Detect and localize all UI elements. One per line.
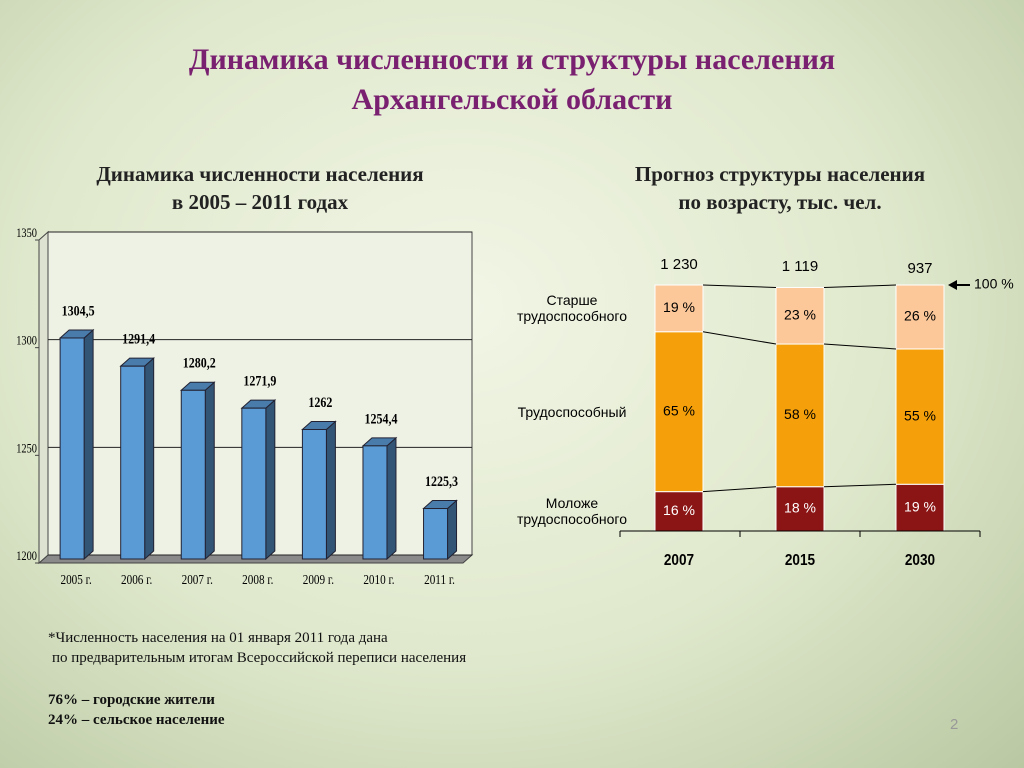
total-label: 1 119 xyxy=(782,258,818,275)
bar-side xyxy=(144,357,155,561)
connector xyxy=(702,486,777,493)
bar xyxy=(120,365,146,560)
value-label: 1304,5 xyxy=(62,302,95,319)
x-tick-label: 2006 г. xyxy=(121,572,152,587)
connector xyxy=(702,331,777,345)
slide-title: Динамика численности и структуры населен… xyxy=(0,40,1024,120)
value-label: 55 % xyxy=(904,407,936,423)
chart-title: Динамика численности населения в 2005 – … xyxy=(40,160,480,216)
note: 24% – сельское население xyxy=(48,712,225,728)
annotation: 100 % xyxy=(974,276,1014,292)
series-label: Старше трудоспособного xyxy=(517,292,627,325)
title-line: Динамика численности и структуры населен… xyxy=(188,43,836,76)
bar xyxy=(423,508,449,560)
x-tick-label: 2011 г. xyxy=(424,572,455,587)
value-label: 26 % xyxy=(904,308,936,324)
connector xyxy=(823,343,897,350)
bar-side xyxy=(447,499,458,561)
bar-side xyxy=(325,420,336,561)
y-tick-label: 1200 xyxy=(16,549,37,563)
value-label: 19 % xyxy=(904,498,936,514)
title-line: Архангельской области xyxy=(351,83,673,116)
value-label: 1291,4 xyxy=(122,330,155,347)
bar-segment xyxy=(654,331,704,493)
bar xyxy=(180,389,206,560)
arrow-head xyxy=(948,280,957,290)
value-label: 1262 xyxy=(308,394,332,411)
value-label: 16 % xyxy=(663,502,695,518)
title-line: Прогноз структуры населения xyxy=(634,162,926,186)
x-tick-label: 2030 xyxy=(905,552,935,569)
value-label: 1271,9 xyxy=(243,372,276,389)
x-tick-label: 2015 xyxy=(785,552,815,569)
title-line: в 2005 – 2011 годах xyxy=(171,190,349,214)
y-tick-label: 1250 xyxy=(16,441,37,455)
chart-title: Прогноз структуры населения по возрасту,… xyxy=(560,160,1000,216)
footnote: *Численность населения на 01 января 2011… xyxy=(48,628,466,668)
total-label: 1 230 xyxy=(660,256,698,273)
side-wall xyxy=(38,230,49,565)
connector xyxy=(823,284,897,288)
x-tick-label: 2009 г. xyxy=(303,572,334,587)
value-label: 58 % xyxy=(784,406,816,422)
value-label: 19 % xyxy=(663,299,695,315)
x-tick-label: 2008 г. xyxy=(242,572,273,587)
bar xyxy=(59,337,85,560)
series-label: Моложе трудоспособного xyxy=(517,495,627,528)
bar-side xyxy=(83,328,94,561)
bar xyxy=(301,428,327,560)
title-line: по возрасту, тыс. чел. xyxy=(678,190,882,214)
series-label: Трудоспособный xyxy=(517,403,627,420)
x-tick-label: 2010 г. xyxy=(363,572,394,587)
bar xyxy=(241,407,267,560)
value-label: 65 % xyxy=(663,402,695,418)
value-label: 1280,2 xyxy=(183,354,216,371)
page-number: 2 xyxy=(950,716,959,733)
x-tick-label: 2007 xyxy=(664,552,694,569)
footnote-line: по предварительным итогам Всероссийской … xyxy=(52,650,467,666)
notes: 76% – городские жители 24% – сельское на… xyxy=(48,690,225,730)
title-line: Динамика численности населения xyxy=(96,162,424,186)
value-label: 18 % xyxy=(784,500,816,516)
footnote-line: *Численность населения на 01 января 2011… xyxy=(48,630,388,646)
y-tick-label: 1300 xyxy=(16,334,37,348)
value-label: 1225,3 xyxy=(425,473,458,490)
connector xyxy=(823,483,897,488)
bar-side xyxy=(386,436,397,561)
note: 76% – городские жители xyxy=(48,692,215,708)
value-label: 23 % xyxy=(784,306,816,322)
bar-side xyxy=(204,381,215,561)
bar-segment xyxy=(654,284,704,333)
connector xyxy=(702,284,777,288)
bar-segment xyxy=(775,286,825,345)
x-tick-label: 2007 г. xyxy=(182,572,213,587)
x-tick-label: 2005 г. xyxy=(60,572,91,587)
y-tick-label: 1350 xyxy=(16,226,37,240)
total-label: 937 xyxy=(907,260,932,277)
value-label: 1254,4 xyxy=(364,410,397,427)
bar-side xyxy=(265,399,276,561)
bar xyxy=(362,445,388,560)
bar-segment xyxy=(895,284,945,350)
